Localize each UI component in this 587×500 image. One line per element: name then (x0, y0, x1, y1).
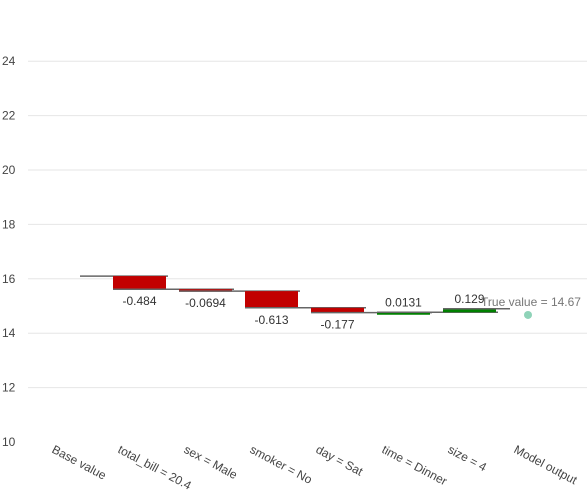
y-tick-label: 24 (2, 54, 16, 68)
waterfall-bar (377, 312, 430, 315)
bar-value-label: 0.129 (454, 292, 484, 306)
waterfall-bar (245, 291, 298, 308)
y-tick-label: 10 (2, 435, 16, 449)
bar-value-label: -0.0694 (185, 296, 226, 310)
y-tick-label: 16 (2, 272, 16, 286)
true-value-label: True value = 14.67 (481, 295, 581, 309)
y-tick-label: 12 (2, 381, 16, 395)
bar-value-label: 0.0131 (385, 295, 422, 309)
x-tick-label: time = Dinner (380, 442, 450, 488)
x-tick-label: size = 4 (446, 442, 490, 474)
bar-value-label: -0.613 (254, 313, 288, 327)
y-tick-label: 20 (2, 163, 16, 177)
bar-value-label: -0.484 (122, 294, 156, 308)
grid-lines (28, 60, 587, 389)
waterfall-bar (113, 276, 166, 290)
y-tick-label: 18 (2, 217, 16, 231)
y-axis-ticks: 10 12 14 16 18 20 22 24 (2, 54, 16, 449)
x-tick-label: total_bill = 20.4 (116, 442, 194, 493)
x-tick-label: Model output (512, 442, 580, 487)
y-tick-label: 22 (2, 109, 16, 123)
x-tick-label: Base value (50, 442, 109, 482)
waterfall-bar (311, 307, 364, 313)
true-value-marker (524, 310, 532, 319)
bars (80, 275, 532, 319)
x-tick-label: day = Sat (314, 442, 366, 479)
x-tick-label: sex = Male (182, 442, 240, 482)
bar-value-label: -0.177 (320, 318, 354, 332)
waterfall-bar (443, 308, 496, 313)
y-tick-label: 14 (2, 326, 16, 340)
x-tick-label: smoker = No (248, 442, 315, 487)
data-labels: -0.484 -0.0694 -0.613 -0.177 0.0131 0.129True… (122, 292, 581, 332)
